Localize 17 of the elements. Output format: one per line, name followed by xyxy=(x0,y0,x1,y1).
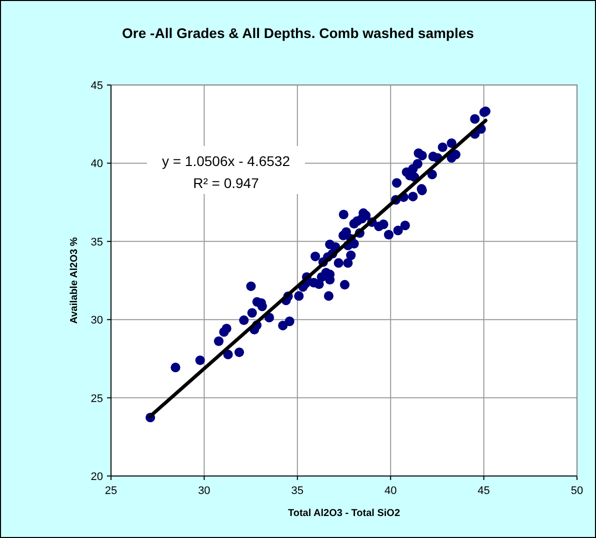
x-tick-label: 30 xyxy=(198,485,210,497)
y-tick-label: 40 xyxy=(90,158,103,170)
y-axis-title: Available Al2O3 % xyxy=(69,237,80,324)
y-tick-label: 25 xyxy=(90,392,103,405)
x-axis-title: Total Al2O3 - Total SiO2 xyxy=(288,508,400,519)
annotation: y = 1.0506x - 4.6532 xyxy=(162,153,290,169)
x-tick-label: 40 xyxy=(384,485,397,497)
x-tick-label: 25 xyxy=(104,485,118,497)
y-tick-label: 30 xyxy=(90,314,103,327)
x-tick-label: 35 xyxy=(291,485,304,497)
chart-title: Ore -All Grades & All Depths. Comb washed samples xyxy=(122,25,474,41)
y-tick-label: 35 xyxy=(90,236,103,248)
x-tick-label: 50 xyxy=(570,485,584,497)
annotation: R² = 0.947 xyxy=(193,175,260,191)
y-tick-label: 20 xyxy=(90,471,103,483)
x-tick-label: 45 xyxy=(478,485,490,497)
y-tick-label: 45 xyxy=(90,80,103,92)
